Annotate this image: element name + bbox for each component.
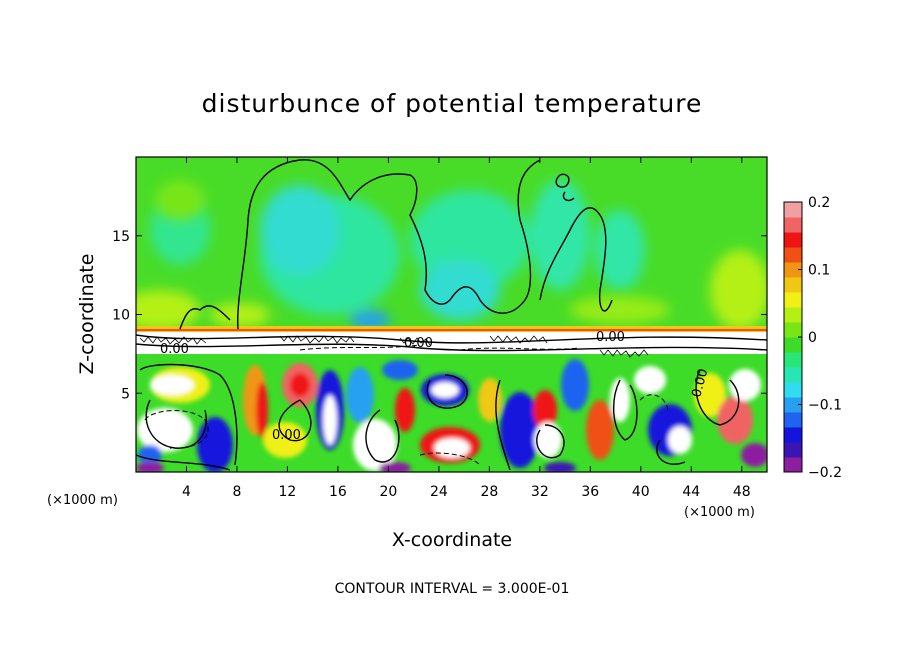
colorbar — [783, 201, 803, 473]
x-tick-label: 40 — [632, 484, 650, 500]
plot-area — [136, 157, 767, 472]
x-tick-label: 20 — [379, 484, 397, 500]
y-tick-label: 10 — [112, 308, 130, 324]
y-tick-label: 5 — [121, 386, 130, 402]
z-unit-label: (×1000 m) — [47, 493, 118, 508]
colorbar-swatch — [784, 202, 802, 218]
contour-labels: 0.00 0.00 0.00 0.00 0.00 — [160, 330, 711, 443]
y-axis: 5 10 15 — [112, 229, 767, 402]
colorbar-swatch — [784, 457, 802, 473]
x-axis-label: X-coordinate — [392, 529, 512, 551]
x-unit-label: (×1000 m) — [684, 505, 755, 520]
colorbar-swatch — [784, 262, 802, 278]
x-tick-label: 24 — [430, 484, 448, 500]
colorbar-swatch — [784, 277, 802, 293]
colorbar-swatch — [784, 442, 802, 458]
colorbar-tick-label: 0 — [808, 330, 817, 346]
contour-label: 0.00 — [689, 367, 711, 399]
colorbar-swatch — [784, 382, 802, 398]
colorbar-tick-label: 0.1 — [808, 263, 830, 279]
contour-lines — [136, 159, 767, 471]
x-tick-label: 4 — [182, 484, 191, 500]
chart-title: disturbunce of potential temperature — [202, 89, 703, 118]
dashed-contours — [144, 344, 669, 466]
contour-label: 0.00 — [160, 342, 189, 357]
contour-noise — [139, 335, 649, 358]
colorbar-swatch — [784, 307, 802, 323]
upper-layer-warm-regions — [136, 180, 767, 330]
colorbar-swatch — [784, 322, 802, 338]
x-tick-label: 28 — [480, 484, 498, 500]
colorbar-swatch — [784, 427, 802, 443]
x-tick-label: 32 — [531, 484, 549, 500]
contour-label: 0.00 — [404, 336, 433, 351]
colorbar-swatch — [784, 412, 802, 428]
contour-interval-note: CONTOUR INTERVAL = 3.000E-01 — [335, 581, 570, 597]
colorbar-tick-label: −0.1 — [808, 398, 842, 414]
x-axis: 4 8 12 16 20 24 28 32 36 40 44 48 — [182, 157, 751, 500]
colorbar-swatch — [784, 367, 802, 383]
x-tick-label: 8 — [232, 484, 241, 500]
contour-label: 0.00 — [272, 428, 301, 443]
colorbar-swatch — [784, 337, 802, 353]
colorbar-swatch — [784, 397, 802, 413]
x-tick-label: 48 — [733, 484, 751, 500]
y-axis-label: Z-coordinate — [76, 254, 98, 375]
colorbar-swatch — [784, 352, 802, 368]
x-tick-label: 12 — [279, 484, 297, 500]
colorbar-swatch — [784, 292, 802, 308]
lower-layer-eddies — [136, 359, 767, 472]
colorbar-swatch — [784, 247, 802, 263]
x-tick-label: 16 — [329, 484, 347, 500]
colorbar-tick-label: 0.2 — [808, 195, 830, 211]
colorbar-swatch — [784, 232, 802, 248]
colorbar-ticks: 0.2 0.1 0 −0.1 −0.2 — [798, 195, 842, 481]
x-tick-label: 44 — [682, 484, 700, 500]
x-tick-label: 36 — [581, 484, 599, 500]
colorbar-tick-label: −0.2 — [808, 465, 842, 481]
contour-label: 0.00 — [596, 330, 625, 345]
colorbar-swatch — [784, 217, 802, 233]
y-tick-label: 15 — [112, 229, 130, 245]
